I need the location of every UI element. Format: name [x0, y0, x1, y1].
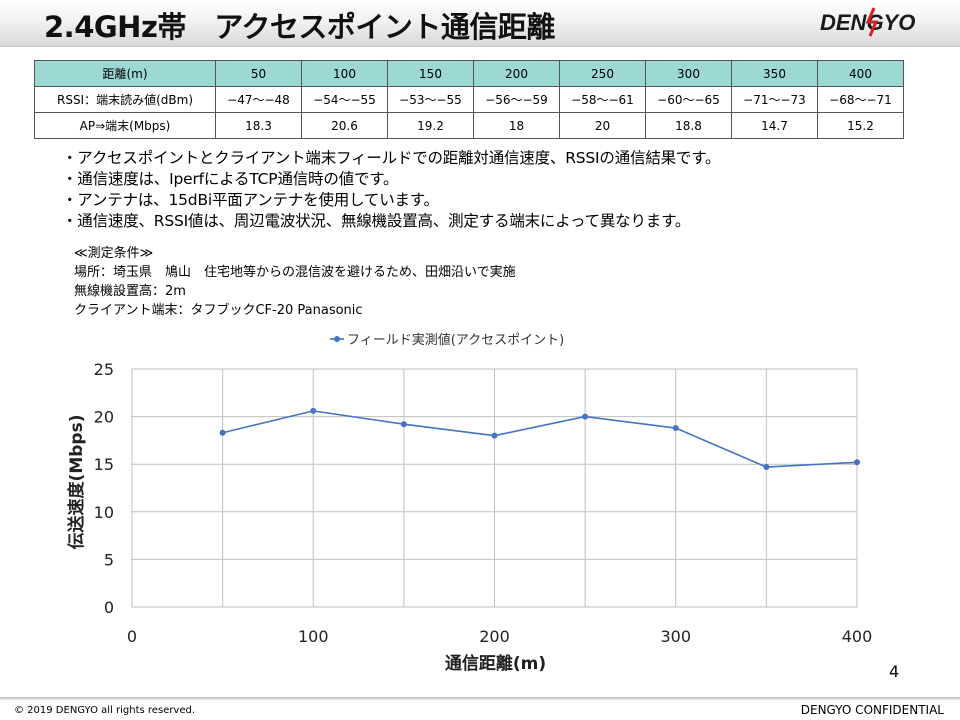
note-line: ・通信速度、RSSI値は、周辺電波状況、無線機設置高、測定する端末によって異なり…: [62, 212, 691, 230]
conditions-location: 場所：埼玉県 鳩山 住宅地等からの混信波を避けるため、田畑沿いで実施: [74, 265, 516, 280]
x-tick-label: 200: [479, 627, 510, 646]
y-tick-label: 5: [104, 550, 114, 569]
data-point: [400, 421, 407, 428]
title-bar: 2.4GHz帯 アクセスポイント通信距離 DENGYO: [0, 0, 960, 47]
table-cell: −47〜−48: [215, 86, 302, 113]
distance-row: 距離(m) 50 100 150 200 250 300 350 400: [34, 60, 904, 87]
x-tick-label: 300: [660, 627, 691, 646]
x-tick-label: 400: [842, 627, 873, 646]
data-point: [582, 413, 589, 420]
table-cell: −68〜−71: [817, 86, 904, 113]
series-line: [222, 410, 858, 468]
table-cell: 18.3: [215, 112, 302, 139]
y-tick-label: 10: [94, 503, 114, 522]
page-number: 4: [889, 662, 900, 681]
legend-marker: [334, 336, 340, 342]
rssi-row: RSSI：端末読み値(dBm) −47〜−48 −54〜−55 −53〜−55 −56〜…: [34, 86, 904, 113]
table-cell: 19.2: [387, 112, 474, 139]
table-cell: 400: [817, 60, 904, 87]
table-cell: 14.7: [731, 112, 818, 139]
data-point: [491, 432, 498, 439]
row-label: AP⇒端末(Mbps): [34, 112, 216, 139]
note-line: ・アンテナは、15dBi平面アンテナを使用しています。: [62, 191, 439, 209]
throughput-row: AP⇒端末(Mbps) 18.3 20.6 19.2 18 20 18.8 14.7 15.2: [34, 112, 904, 139]
table-cell: −54〜−55: [301, 86, 388, 113]
y-tick-label: 25: [94, 360, 114, 379]
data-point: [672, 425, 679, 432]
data-point: [310, 407, 317, 414]
dengyo-logo: DENGYO: [820, 7, 915, 37]
table-cell: 18.8: [645, 112, 732, 139]
legend-label: フィールド実測値(アクセスポイント): [347, 332, 564, 348]
table-cell: 50: [215, 60, 302, 87]
table-cell: 20: [559, 112, 646, 139]
x-tick-label: 0: [127, 627, 137, 646]
data-point: [219, 429, 226, 436]
table-cell: 18: [473, 112, 560, 139]
row-label: RSSI：端末読み値(dBm): [34, 86, 216, 113]
throughput-chart: 0 5 10 15 20 25 0 100 200 300 400 通信距離(m) 伝送速度(Mbps)…: [66, 332, 873, 674]
table-cell: 250: [559, 60, 646, 87]
note-line: ・通信速度は、IperfによるTCP通信時の値です。: [62, 170, 399, 188]
footer-divider: [0, 697, 960, 700]
row-label: 距離(m): [34, 60, 216, 87]
table-cell: 15.2: [817, 112, 904, 139]
y-tick-label: 20: [94, 408, 114, 427]
data-point: [763, 464, 770, 471]
table-cell: −56〜−59: [473, 86, 560, 113]
copyright: © 2019 DENGYO all rights reserved.: [14, 705, 196, 716]
conditions-height: 無線機設置高：2m: [74, 284, 186, 299]
x-axis-title: 通信距離(m): [445, 653, 546, 674]
table-cell: −53〜−55: [387, 86, 474, 113]
y-axis-title: 伝送速度(Mbps): [66, 415, 87, 550]
table-cell: −58〜−61: [559, 86, 646, 113]
table-cell: 300: [645, 60, 732, 87]
table-cell: 350: [731, 60, 818, 87]
measurement-table: 距離(m) 50 100 150 200 250 300 350 400 RSSI：端末読み値(d…: [34, 60, 904, 139]
table-cell: −60〜−65: [645, 86, 732, 113]
y-tick-label: 15: [94, 455, 114, 474]
measurement-conditions: ≪測定条件≫ 場所：埼玉県 鳩山 住宅地等からの混信波を避けるため、田畑沿いで実…: [74, 244, 516, 320]
notes: ・アクセスポイントとクライアント端末フィールドでの距離対通信速度、RSSIの通信…: [62, 148, 720, 232]
note-line: ・アクセスポイントとクライアント端末フィールドでの距離対通信速度、RSSIの通信…: [62, 149, 721, 167]
confidential-label: DENGYO CONFIDENTIAL: [800, 703, 944, 717]
data-point: [854, 459, 860, 466]
conditions-client: クライアント端末：タフブックCF-20 Panasonic: [74, 303, 363, 318]
table-cell: 150: [387, 60, 474, 87]
table-cell: 200: [473, 60, 560, 87]
page-title: 2.4GHz帯 アクセスポイント通信距離: [44, 10, 555, 44]
table-cell: 20.6: [301, 112, 388, 139]
conditions-header: ≪測定条件≫: [74, 246, 154, 261]
table-cell: 100: [301, 60, 388, 87]
x-tick-label: 100: [298, 627, 329, 646]
table-cell: −71〜−73: [731, 86, 818, 113]
y-tick-label: 0: [104, 598, 114, 617]
logo-bolt-icon: [865, 7, 879, 37]
